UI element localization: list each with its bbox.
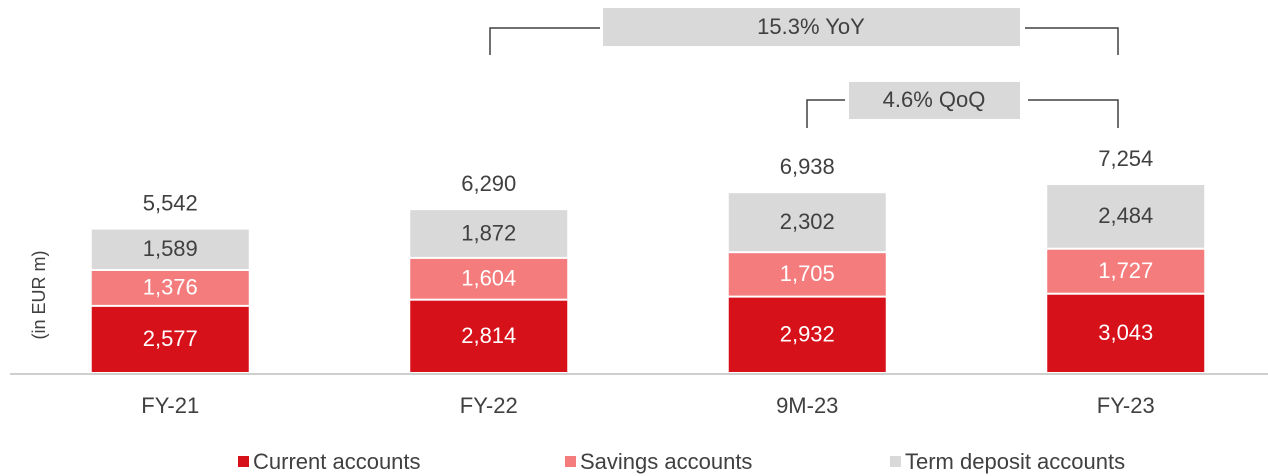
total-label: 5,542 <box>143 190 198 215</box>
data-label: 2,577 <box>143 326 198 351</box>
legend-swatch <box>890 456 901 467</box>
annotation: 4.6% QoQ <box>883 87 986 112</box>
bracket <box>806 99 845 128</box>
bar-segment <box>1047 185 1205 248</box>
bar-segment <box>91 271 249 305</box>
annotation-box <box>603 8 1020 46</box>
x-tick-label: FY-22 <box>460 393 518 418</box>
bracket <box>489 27 600 55</box>
bar-segment <box>1047 294 1205 372</box>
data-label: 2,814 <box>461 323 516 348</box>
x-tick-label: FY-21 <box>141 393 199 418</box>
data-label: 3,043 <box>1098 320 1153 345</box>
legend-label: Current accounts <box>253 449 421 474</box>
bar-segment <box>728 253 886 296</box>
legend-swatch <box>238 456 249 467</box>
y-axis-label: (in EUR m) <box>29 251 49 340</box>
data-label: 1,604 <box>461 266 516 291</box>
annotation-box <box>849 82 1020 119</box>
bracket <box>1028 99 1119 128</box>
bar-segment <box>410 210 568 257</box>
data-label: 1,589 <box>143 236 198 261</box>
total-label: 6,938 <box>780 154 835 179</box>
data-label: 2,302 <box>780 209 835 234</box>
legend-label: Term deposit accounts <box>905 449 1125 474</box>
legend-swatch <box>565 456 576 467</box>
data-label: 1,872 <box>461 220 516 245</box>
bar-segment <box>728 297 886 372</box>
annotation: 15.3% YoY <box>757 14 865 39</box>
bar-segment <box>410 300 568 372</box>
bracket <box>1025 27 1119 55</box>
data-label: 2,484 <box>1098 203 1153 228</box>
legend-label: Savings accounts <box>580 449 752 474</box>
bar-segment <box>91 306 249 372</box>
data-label: 2,932 <box>780 322 835 347</box>
data-label: 1,705 <box>780 261 835 286</box>
data-label: 1,727 <box>1098 258 1153 283</box>
bar-segment <box>91 229 249 270</box>
total-label: 6,290 <box>461 171 516 196</box>
data-label: 1,376 <box>143 275 198 300</box>
x-tick-label: 9M-23 <box>776 393 838 418</box>
bar-segment <box>410 258 568 299</box>
bar-segment <box>728 193 886 252</box>
x-tick-label: FY-23 <box>1097 393 1155 418</box>
bar-segment <box>1047 249 1205 293</box>
total-label: 7,254 <box>1098 146 1153 171</box>
